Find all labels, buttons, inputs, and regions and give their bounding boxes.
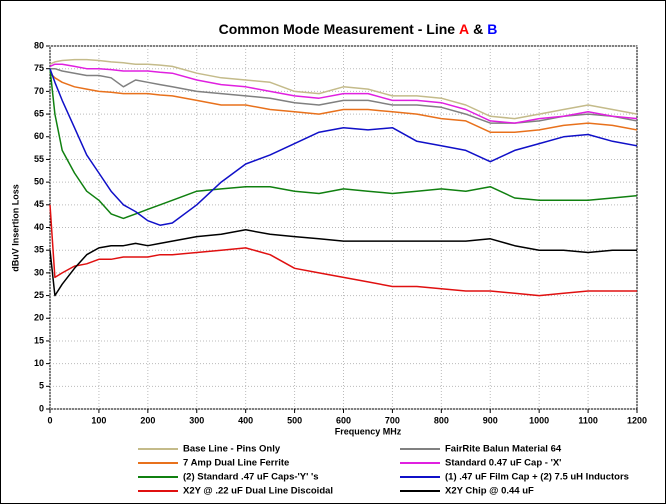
x-tick-label: 400 [238, 415, 253, 425]
y-tick-label: 70 [34, 86, 44, 96]
x-tick-label: 0 [47, 415, 52, 425]
legend-label: (1) .47 uF Film Cap + (2) 7.5 uH Inducto… [445, 472, 629, 483]
series-line [49, 63, 638, 124]
x-tick-label: 100 [91, 415, 106, 425]
y-tick-label: 80 [34, 40, 44, 50]
title-part: B [487, 21, 497, 37]
series-line [49, 229, 637, 297]
x-tick-label: 600 [336, 415, 351, 425]
y-tick-label: 30 [34, 267, 44, 277]
x-tick-label: 200 [140, 415, 155, 425]
y-tick-label: 50 [34, 177, 44, 187]
legend-label: (2) Standard .47 uF Caps-'Y' 's [183, 472, 319, 483]
x-axis-label: Frequency MHz [335, 426, 402, 436]
y-axis-label: dBuV Insertion Loss [10, 184, 20, 272]
y-tick-label: 10 [34, 358, 44, 368]
title-part: Common Mode Measurement - Line [219, 21, 456, 37]
y-tick-label: 75 [34, 63, 44, 73]
series-line [49, 58, 638, 120]
legend-label: 7 Amp Dual Line Ferrite [183, 458, 289, 469]
x-tick-label: 900 [483, 415, 498, 425]
legend-label: X2Y @ .22 uF Dual Line Discoidal [183, 486, 333, 497]
y-tick-label: 65 [34, 108, 44, 118]
x-tick-label: 1000 [529, 415, 549, 425]
chart-title: Common Mode Measurement - Line A & B [219, 21, 498, 37]
legend-label: FairRite Balun Material 64 [445, 444, 562, 455]
legend-label: X2Y Chip @ 0.44 uF [445, 486, 534, 497]
y-tick-label: 55 [34, 154, 44, 164]
x-tick-label: 500 [287, 415, 302, 425]
y-tick-label: 5 [39, 381, 44, 391]
x-tick-label: 700 [385, 415, 400, 425]
x-tick-label: 300 [189, 415, 204, 425]
y-tick-label: 20 [34, 313, 44, 323]
y-tick-label: 0 [39, 403, 44, 413]
series-line [49, 68, 638, 226]
series-line [49, 204, 637, 297]
y-tick-label: 60 [34, 131, 44, 141]
series-line [49, 68, 638, 220]
legend-label: Base Line - Pins Only [183, 444, 281, 455]
legend-label: Standard 0.47 uF Cap - 'X' [445, 458, 561, 469]
x-tick-label: 1100 [578, 415, 598, 425]
x-tick-label: 1200 [627, 415, 647, 425]
series-line [49, 72, 638, 133]
y-tick-label: 35 [34, 245, 44, 255]
y-tick-label: 25 [34, 290, 44, 300]
title-part: & [473, 21, 483, 37]
y-tick-label: 40 [34, 222, 44, 232]
x-tick-label: 800 [434, 415, 449, 425]
y-tick-label: 45 [34, 199, 44, 209]
y-tick-label: 15 [34, 335, 44, 345]
title-part: A [459, 21, 469, 37]
